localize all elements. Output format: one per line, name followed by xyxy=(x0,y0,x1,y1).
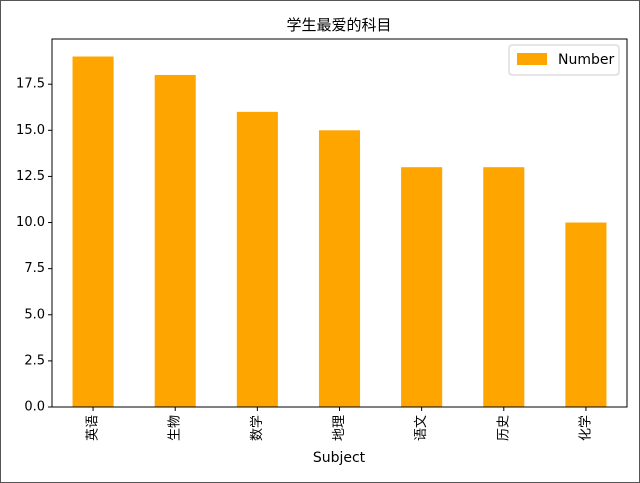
bar-0 xyxy=(72,56,114,408)
x-tick-label: 化学 xyxy=(577,415,593,441)
y-tick-label: 15.0 xyxy=(16,123,45,138)
legend-swatch xyxy=(517,53,547,65)
y-tick-label: 5.0 xyxy=(24,307,45,322)
bar-5 xyxy=(483,167,525,407)
y-tick-label: 2.5 xyxy=(24,353,45,368)
bar-3 xyxy=(318,130,361,407)
y-tick-label: 0.0 xyxy=(24,400,45,415)
y-tick-label: 10.0 xyxy=(16,215,45,230)
x-tick-label: 历史 xyxy=(496,415,511,441)
bar-6 xyxy=(565,222,607,407)
x-tick-label: 数学 xyxy=(249,415,265,441)
x-tick-label: 生物 xyxy=(168,415,183,441)
x-tick-label: 语文 xyxy=(414,415,429,441)
y-tick-label: 12.5 xyxy=(16,169,45,184)
y-tick-label: 17.5 xyxy=(16,77,45,92)
legend-box xyxy=(508,44,620,76)
y-tick-label: 7.5 xyxy=(24,261,45,276)
bar-2 xyxy=(236,111,278,407)
chart-title: 学生最爱的科目 xyxy=(286,16,391,34)
plot-frame xyxy=(51,38,628,408)
bar-4 xyxy=(401,167,443,407)
legend-label: Number xyxy=(558,52,614,68)
bar-1 xyxy=(154,74,196,408)
legend: Number xyxy=(508,44,620,76)
x-axis-label: Subject xyxy=(313,450,366,466)
x-tick-label: 地理 xyxy=(332,415,347,441)
x-tick-label: 英语 xyxy=(86,415,101,441)
